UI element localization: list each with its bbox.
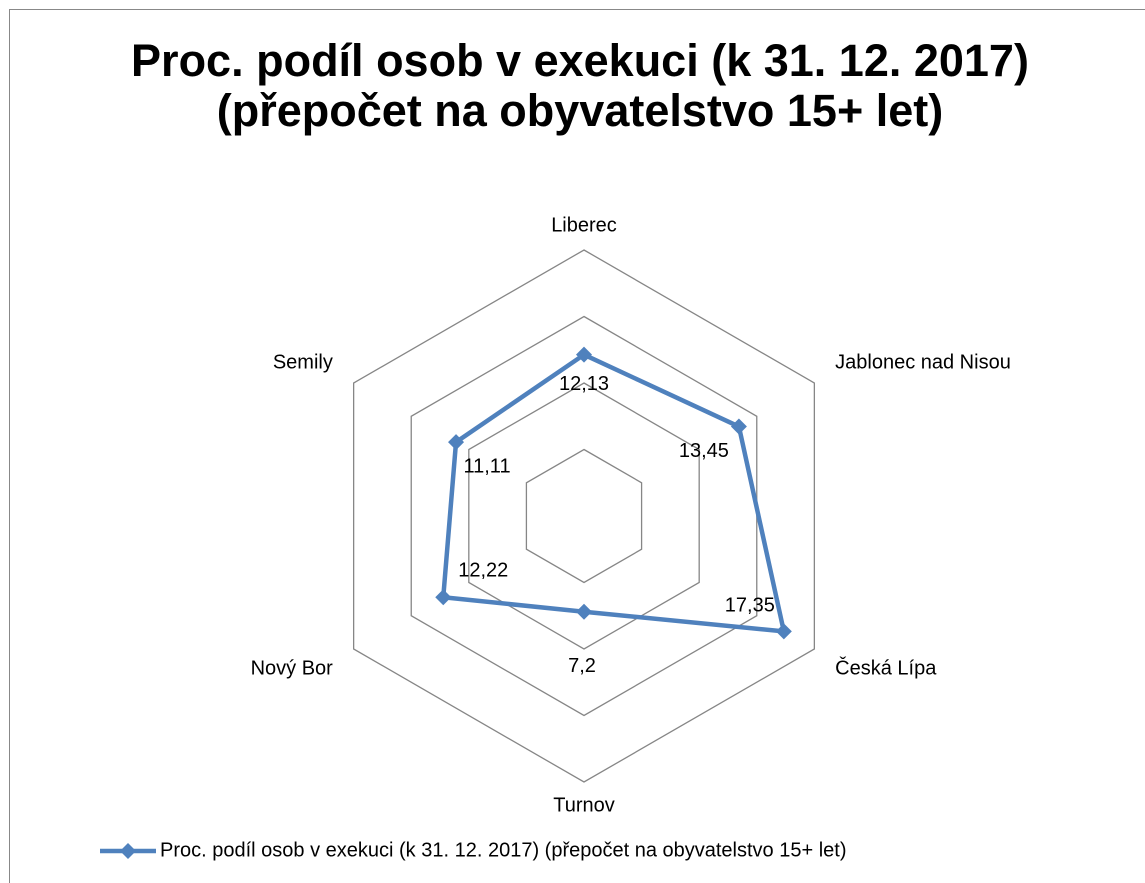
grid-ring	[352, 249, 816, 783]
category-label: Česká Lípa	[835, 656, 937, 679]
data-label: 12,13	[559, 373, 609, 395]
chart-border	[9, 9, 1145, 883]
grid-ring	[468, 382, 700, 650]
data-label: 11,11	[463, 455, 510, 477]
data-point	[435, 589, 452, 606]
category-label: Jablonec nad Nisou	[835, 351, 1011, 373]
data-point	[775, 623, 792, 640]
category-label: Liberec	[551, 214, 617, 236]
grid-ring	[410, 315, 758, 717]
data-point	[730, 418, 747, 435]
data-label: 12,22	[458, 560, 508, 582]
data-label: 7,2	[568, 655, 596, 677]
category-label: Nový Bor	[251, 657, 334, 679]
category-label: Semily	[273, 351, 333, 373]
data-label: 13,45	[679, 440, 729, 462]
category-label: Turnov	[553, 794, 615, 816]
legend-label: Proc. podíl osob v exekuci (k 31. 12. 20…	[160, 839, 847, 861]
series-line	[440, 352, 787, 634]
data-point	[576, 346, 592, 363]
legend-marker	[120, 843, 136, 859]
grid-ring	[525, 448, 643, 584]
chart-title: Proc. podíl osob v exekuci (k 31. 12. 20…	[131, 35, 1029, 136]
data-point	[576, 603, 592, 620]
data-label: 17,35	[725, 595, 775, 617]
data-point	[448, 434, 465, 451]
